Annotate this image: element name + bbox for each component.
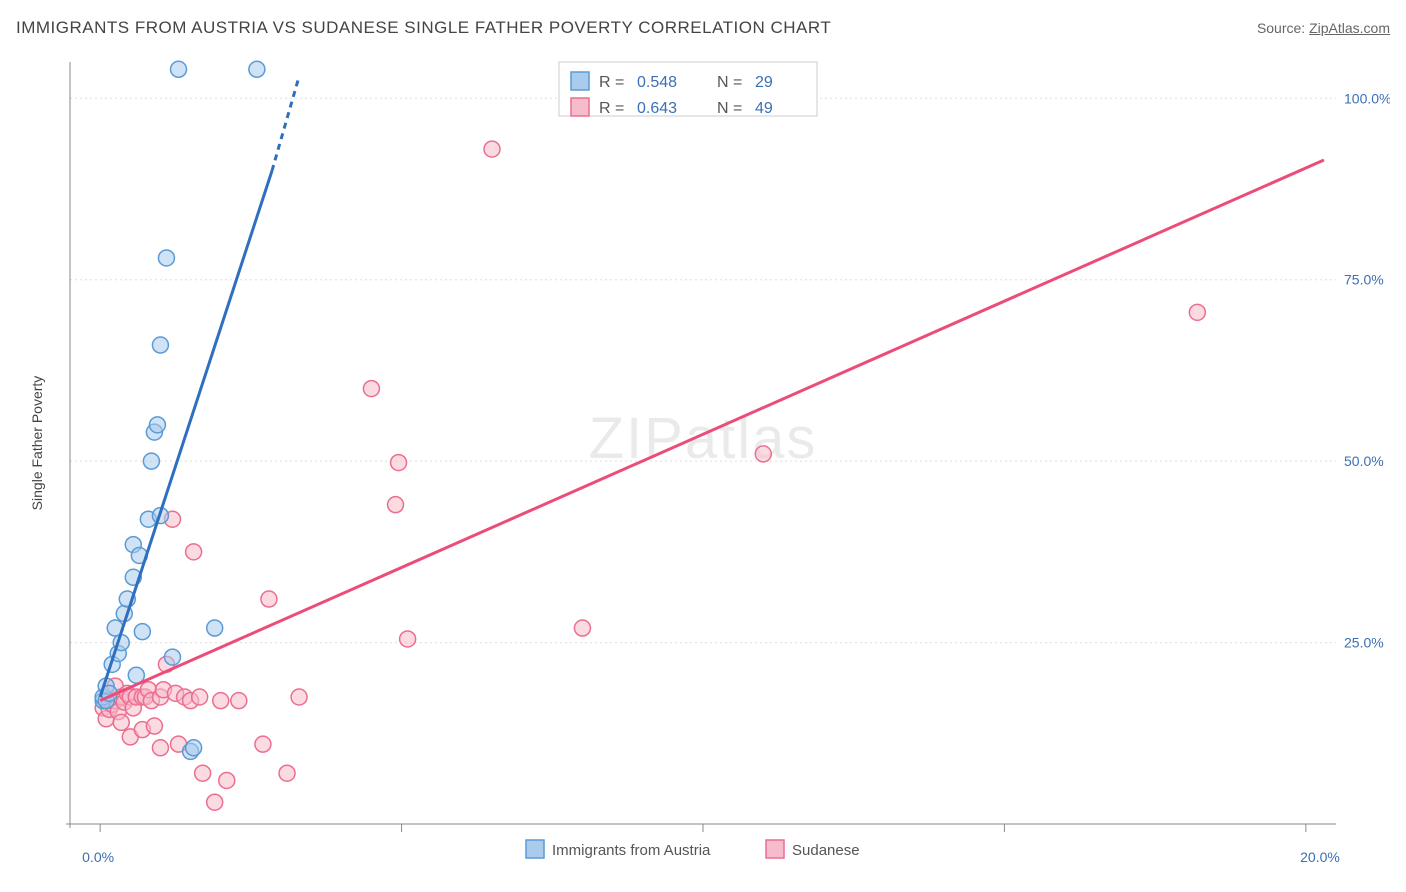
- watermark: ZIPatlas: [589, 406, 818, 471]
- chart-svg: ZIPatlas 0.0% 20.0% 25.0% 50.0% 75.0% 100.0% Si…: [16, 48, 1390, 884]
- legend-n-label: N =: [717, 74, 742, 91]
- data-point: [574, 620, 590, 636]
- legend-series-label: Immigrants from Austria: [552, 842, 711, 859]
- data-point: [1189, 304, 1205, 320]
- source-name: ZipAtlas.com: [1309, 20, 1390, 36]
- legend-n-label: N =: [717, 100, 742, 117]
- correlation-scatter-chart: ZIPatlas 0.0% 20.0% 25.0% 50.0% 75.0% 100.0% Si…: [16, 48, 1390, 884]
- legend-r-value: 0.548: [637, 74, 677, 91]
- data-point: [484, 141, 500, 157]
- data-point: [146, 718, 162, 734]
- data-point: [388, 497, 404, 513]
- data-point: [186, 544, 202, 560]
- data-point: [231, 693, 247, 709]
- data-point: [171, 61, 187, 77]
- y-tick-label: 25.0%: [1344, 635, 1384, 651]
- data-point: [261, 591, 277, 607]
- data-point: [391, 455, 407, 471]
- trend-line-extrapolated: [272, 77, 299, 171]
- legend-r-label: R =: [599, 74, 624, 91]
- x-tick-label: 20.0%: [1300, 849, 1340, 865]
- legend-swatch: [526, 840, 544, 858]
- legend-r-label: R =: [599, 100, 624, 117]
- data-point: [213, 693, 229, 709]
- data-point: [207, 794, 223, 810]
- data-point: [291, 689, 307, 705]
- data-point: [207, 620, 223, 636]
- data-point: [152, 740, 168, 756]
- data-point: [400, 631, 416, 647]
- data-point: [186, 740, 202, 756]
- y-tick-label: 75.0%: [1344, 272, 1384, 288]
- trend-line: [100, 160, 1324, 701]
- source-label: Source:: [1257, 20, 1305, 36]
- data-point: [134, 624, 150, 640]
- data-point: [143, 453, 159, 469]
- data-point: [249, 61, 265, 77]
- data-point: [219, 772, 235, 788]
- data-point: [158, 250, 174, 266]
- y-tick-label: 100.0%: [1344, 90, 1390, 106]
- legend-swatch: [571, 72, 589, 90]
- legend-box: [559, 62, 817, 116]
- chart-title: IMMIGRANTS FROM AUSTRIA VS SUDANESE SING…: [16, 18, 831, 38]
- legend-swatch: [571, 98, 589, 116]
- legend-n-value: 49: [755, 100, 773, 117]
- data-point: [363, 381, 379, 397]
- legend-r-value: 0.643: [637, 100, 677, 117]
- data-point: [164, 649, 180, 665]
- data-point: [152, 337, 168, 353]
- data-point: [113, 714, 129, 730]
- y-tick-label: 50.0%: [1344, 453, 1384, 469]
- data-point: [255, 736, 271, 752]
- trend-line: [100, 171, 272, 697]
- data-point: [195, 765, 211, 781]
- source-attribution: Source: ZipAtlas.com: [1257, 20, 1390, 36]
- legend-series-label: Sudanese: [792, 842, 860, 859]
- data-point: [755, 446, 771, 462]
- legend-swatch: [766, 840, 784, 858]
- data-point: [149, 417, 165, 433]
- data-point: [279, 765, 295, 781]
- legend-n-value: 29: [755, 74, 773, 91]
- data-point: [192, 689, 208, 705]
- y-axis-label: Single Father Poverty: [29, 376, 45, 511]
- x-tick-label: 0.0%: [82, 849, 114, 865]
